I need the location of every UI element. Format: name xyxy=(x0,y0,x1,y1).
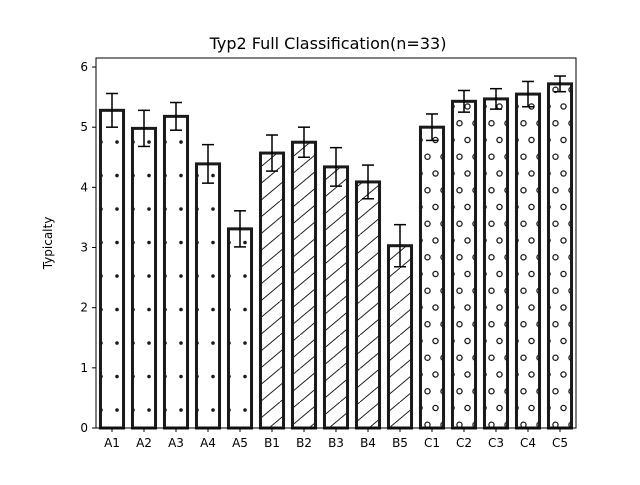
y-tick-label: 0 xyxy=(80,421,88,435)
x-tick-label: C5 xyxy=(552,436,568,450)
bar-C4 xyxy=(514,92,542,430)
y-tick-label: 3 xyxy=(80,241,88,255)
x-tick-label: A1 xyxy=(104,436,120,450)
y-tick-label: 5 xyxy=(80,120,88,134)
x-tick-label: A2 xyxy=(136,436,152,450)
x-tick-label: B5 xyxy=(392,436,408,450)
bar-A3 xyxy=(162,114,190,430)
x-tick-label: C2 xyxy=(456,436,472,450)
error-bar-A3 xyxy=(170,101,182,131)
x-tick-label: C3 xyxy=(488,436,504,450)
bar-B5 xyxy=(386,244,414,430)
error-bar-B4 xyxy=(362,164,374,200)
bar-B2 xyxy=(290,140,318,430)
x-tick-label: B2 xyxy=(296,436,312,450)
bar-A5 xyxy=(226,227,254,430)
error-bar-C3 xyxy=(490,87,502,110)
bar-A1 xyxy=(98,108,126,430)
error-bars-layer xyxy=(106,75,566,268)
y-tick-label: 4 xyxy=(80,180,88,194)
x-tick-label: C4 xyxy=(520,436,536,450)
error-bar-C5 xyxy=(554,75,566,93)
x-tick-label: B1 xyxy=(264,436,280,450)
x-tick-label: B3 xyxy=(328,436,344,450)
bar-B1 xyxy=(258,151,286,430)
chart-title: Typ2 Full Classification(n=33) xyxy=(209,34,447,53)
error-bar-C1 xyxy=(426,113,438,142)
error-bar-A5 xyxy=(234,210,246,248)
bar-C1 xyxy=(418,125,446,430)
error-bar-A4 xyxy=(202,143,214,184)
error-bar-A1 xyxy=(106,92,118,128)
bars-layer xyxy=(98,82,574,430)
x-tick-label: C1 xyxy=(424,436,440,450)
error-bar-B1 xyxy=(266,134,278,172)
error-bar-C4 xyxy=(522,80,534,108)
y-tick-label: 1 xyxy=(80,361,88,375)
y-tick-label: 2 xyxy=(80,301,88,315)
bar-C3 xyxy=(482,97,510,430)
error-bar-B2 xyxy=(298,126,310,159)
error-bar-C2 xyxy=(458,89,470,113)
x-tick-label: A3 xyxy=(168,436,184,450)
error-bar-B5 xyxy=(394,223,406,268)
x-tick-label: A4 xyxy=(200,436,216,450)
bar-A4 xyxy=(194,162,222,430)
bar-A2 xyxy=(130,126,158,430)
y-axis-label: Typicalty xyxy=(41,217,55,271)
x-axis: A1 A2 A3 A4 A5 B1 B2 B3 B4 B5 C1 C2 C3 C4 C5 xyxy=(104,428,568,450)
bar-C2 xyxy=(450,99,478,430)
bar-B3 xyxy=(322,165,350,430)
error-bar-B3 xyxy=(330,146,342,187)
y-axis: 0 1 2 3 4 5 6 xyxy=(80,60,96,435)
y-tick-label: 6 xyxy=(80,60,88,74)
x-tick-label: B4 xyxy=(360,436,376,450)
bar-C5 xyxy=(546,82,574,430)
x-tick-label: A5 xyxy=(232,436,248,450)
error-bar-A2 xyxy=(138,109,150,148)
bar-B4 xyxy=(354,180,382,430)
